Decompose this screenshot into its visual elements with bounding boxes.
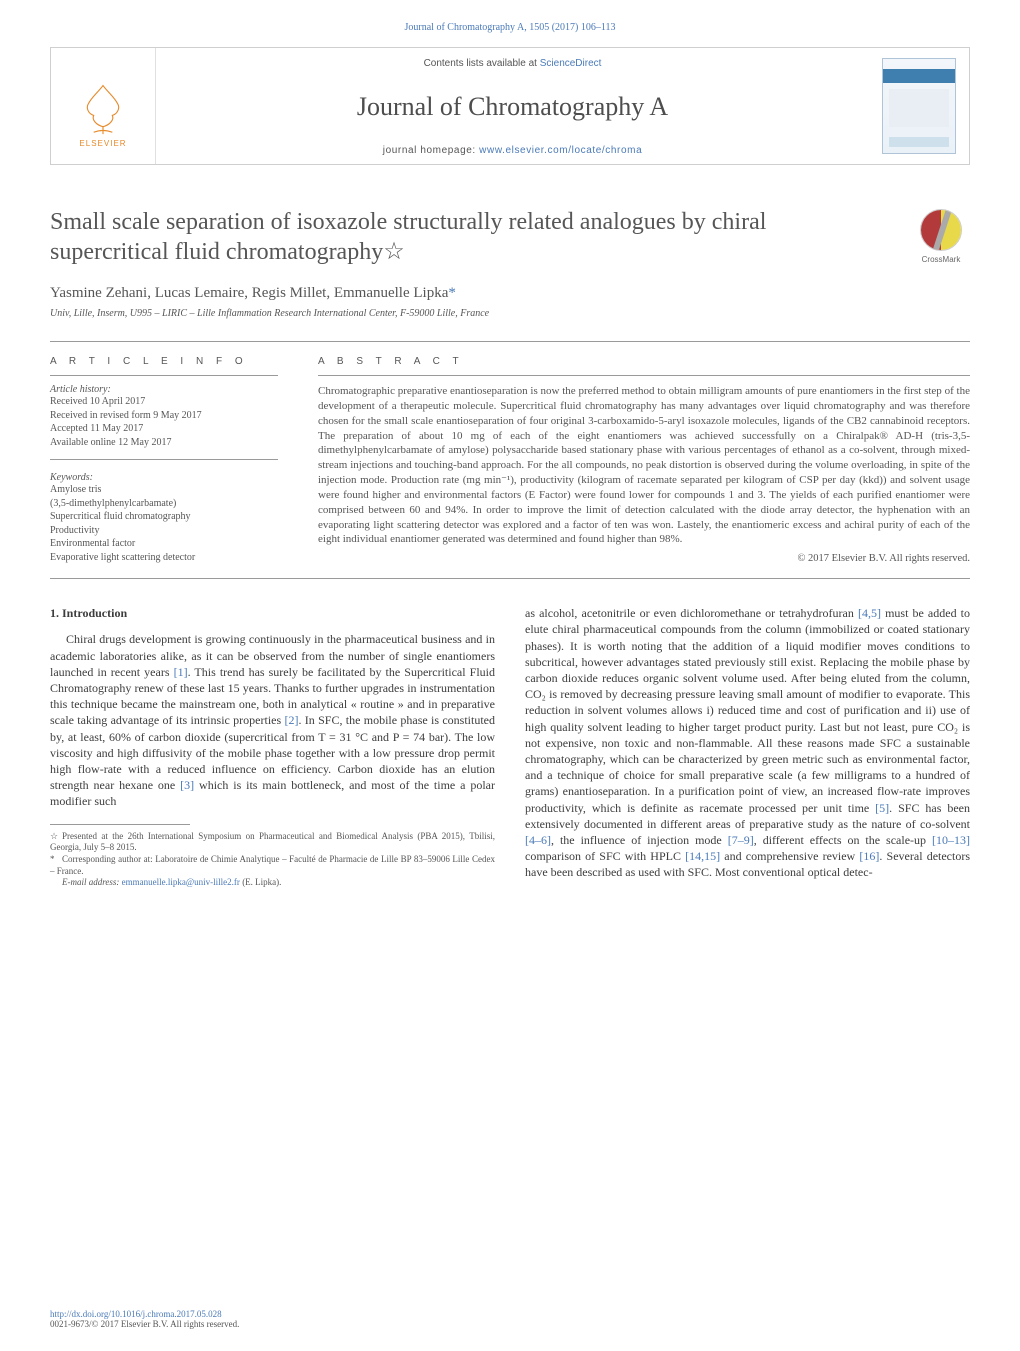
author-list: Yasmine Zehani, Lucas Lemaire, Regis Mil… bbox=[50, 285, 970, 302]
affiliation: Univ, Lille, Inserm, U995 – LIRIC – Lill… bbox=[50, 308, 970, 319]
issn-copyright: 0021-9673/© 2017 Elsevier B.V. All right… bbox=[50, 1319, 239, 1329]
contents-lists-line: Contents lists available at ScienceDirec… bbox=[424, 58, 602, 69]
abstract-rule bbox=[318, 375, 970, 376]
keyword: Productivity bbox=[50, 524, 278, 538]
keyword: Supercritical fluid chromatography bbox=[50, 510, 278, 524]
history-received: Received 10 April 2017 bbox=[50, 395, 278, 409]
section-title: Introduction bbox=[62, 606, 127, 620]
elsevier-wordmark: ELSEVIER bbox=[79, 139, 126, 148]
corresponding-email-link[interactable]: emmanuelle.lipka@univ-lille2.fr bbox=[122, 877, 240, 887]
journal-cover-thumbnail bbox=[882, 58, 956, 154]
crossmark-badge[interactable]: CrossMark bbox=[912, 209, 970, 264]
footnote-presented-text: Presented at the 26th International Symp… bbox=[50, 831, 495, 853]
elsevier-logo: ELSEVIER bbox=[66, 64, 140, 148]
keywords-rule bbox=[50, 459, 278, 460]
page-footer: http://dx.doi.org/10.1016/j.chroma.2017.… bbox=[50, 1309, 239, 1329]
body-paragraph: as alcohol, acetonitrile or even dichlor… bbox=[525, 605, 970, 880]
footnote-star-icon: ☆ bbox=[50, 831, 62, 843]
history-revised: Received in revised form 9 May 2017 bbox=[50, 409, 278, 423]
doi-link[interactable]: http://dx.doi.org/10.1016/j.chroma.2017.… bbox=[50, 1309, 222, 1319]
cover-thumb-cell bbox=[869, 48, 969, 164]
journal-header: ELSEVIER Contents lists available at Sci… bbox=[50, 47, 970, 165]
journal-title: Journal of Chromatography A bbox=[357, 92, 668, 122]
history-accepted: Accepted 11 May 2017 bbox=[50, 422, 278, 436]
email-suffix: (E. Lipka). bbox=[240, 877, 281, 887]
keyword: Amylose tris bbox=[50, 483, 278, 497]
keywords-list: Amylose tris (3,5-dimethylphenylcarbamat… bbox=[50, 483, 278, 564]
article-history: Received 10 April 2017 Received in revis… bbox=[50, 395, 278, 449]
article-title: Small scale separation of isoxazole stru… bbox=[50, 207, 870, 267]
authors-text: Yasmine Zehani, Lucas Lemaire, Regis Mil… bbox=[50, 285, 448, 301]
header-center: Contents lists available at ScienceDirec… bbox=[156, 48, 869, 164]
keyword: Environmental factor bbox=[50, 537, 278, 551]
publisher-logo-cell: ELSEVIER bbox=[51, 48, 156, 164]
body-column-right: as alcohol, acetonitrile or even dichlor… bbox=[525, 605, 970, 889]
section-number: 1. bbox=[50, 606, 59, 620]
footnote-email: E-mail address: emmanuelle.lipka@univ-li… bbox=[50, 877, 495, 889]
abstract-heading: A B S T R A C T bbox=[318, 342, 970, 375]
section-heading: 1. Introduction bbox=[50, 605, 495, 621]
body-two-column: 1. Introduction Chiral drugs development… bbox=[50, 605, 970, 889]
email-label: E-mail address: bbox=[62, 877, 122, 887]
contents-prefix: Contents lists available at bbox=[424, 58, 540, 69]
abstract-column: A B S T R A C T Chromatographic preparat… bbox=[298, 342, 970, 564]
abstract-text: Chromatographic preparative enantiosepar… bbox=[318, 384, 970, 547]
footnote-corresponding: *Corresponding author at: Laboratoire de… bbox=[50, 854, 495, 877]
article-info-heading: A R T I C L E I N F O bbox=[50, 342, 278, 375]
divider-bottom bbox=[50, 578, 970, 579]
journal-homepage-line: journal homepage: www.elsevier.com/locat… bbox=[383, 145, 642, 156]
footnote-presented: ☆Presented at the 26th International Sym… bbox=[50, 831, 495, 854]
keyword: Evaporative light scattering detector bbox=[50, 551, 278, 565]
footnote-asterisk-icon: * bbox=[50, 854, 62, 866]
crossmark-label: CrossMark bbox=[912, 255, 970, 264]
keyword: (3,5-dimethylphenylcarbamate) bbox=[50, 497, 278, 511]
history-online: Available online 12 May 2017 bbox=[50, 436, 278, 450]
journal-homepage-link[interactable]: www.elsevier.com/locate/chroma bbox=[479, 145, 642, 156]
running-head: Journal of Chromatography A, 1505 (2017)… bbox=[0, 0, 1020, 33]
article-info-column: A R T I C L E I N F O Article history: R… bbox=[50, 342, 298, 564]
article-info-rule bbox=[50, 375, 278, 376]
footnote-corresponding-text: Corresponding author at: Laboratoire de … bbox=[50, 854, 495, 876]
abstract-copyright: © 2017 Elsevier B.V. All rights reserved… bbox=[318, 553, 970, 564]
body-paragraph: Chiral drugs development is growing cont… bbox=[50, 631, 495, 809]
keywords-label: Keywords: bbox=[50, 472, 278, 483]
homepage-prefix: journal homepage: bbox=[383, 145, 479, 156]
body-column-left: 1. Introduction Chiral drugs development… bbox=[50, 605, 495, 889]
footnote-separator bbox=[50, 824, 190, 825]
elsevier-tree-icon bbox=[75, 80, 131, 136]
corresponding-author-mark: * bbox=[448, 285, 456, 301]
crossmark-icon bbox=[920, 209, 962, 251]
article-history-label: Article history: bbox=[50, 384, 278, 395]
sciencedirect-link[interactable]: ScienceDirect bbox=[540, 58, 602, 69]
